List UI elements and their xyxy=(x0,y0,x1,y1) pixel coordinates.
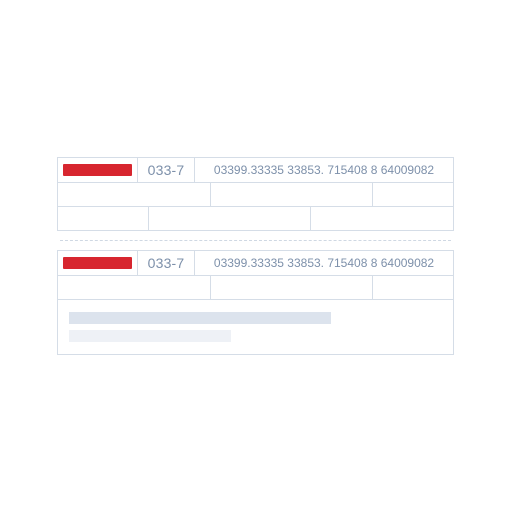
header-divider xyxy=(137,158,138,182)
cut-line-divider xyxy=(60,240,451,241)
slip-header: 033-7 03399.33335 33853. 715408 8 640090… xyxy=(58,251,453,276)
content-area xyxy=(58,300,453,354)
field-divider xyxy=(372,276,373,299)
field-divider xyxy=(210,276,211,299)
bank-code: 033-7 xyxy=(147,162,185,178)
field-divider xyxy=(372,183,373,206)
bank-logo-icon xyxy=(63,164,132,176)
loading-placeholder xyxy=(58,300,453,354)
digitable-line[interactable]: 03399.33335 33853. 715408 8 64009082 xyxy=(213,256,435,270)
header-divider xyxy=(137,251,138,275)
digitable-line[interactable]: 03399.33335 33853. 715408 8 64009082 xyxy=(213,163,435,177)
field-divider xyxy=(310,207,311,230)
boleto-receipt-stub: 033-7 03399.33335 33853. 715408 8 640090… xyxy=(57,157,454,231)
fields-row xyxy=(58,276,453,300)
bank-logo-icon xyxy=(63,257,132,269)
header-divider xyxy=(194,251,195,275)
skeleton-line xyxy=(69,312,331,324)
bank-code: 033-7 xyxy=(147,255,185,271)
boleto-payment-slip: 033-7 03399.33335 33853. 715408 8 640090… xyxy=(57,250,454,355)
fields-row xyxy=(58,207,453,230)
slip-header: 033-7 03399.33335 33853. 715408 8 640090… xyxy=(58,158,453,183)
fields-row xyxy=(58,183,453,207)
header-divider xyxy=(194,158,195,182)
field-divider xyxy=(148,207,149,230)
field-divider xyxy=(210,183,211,206)
skeleton-line xyxy=(69,330,231,342)
